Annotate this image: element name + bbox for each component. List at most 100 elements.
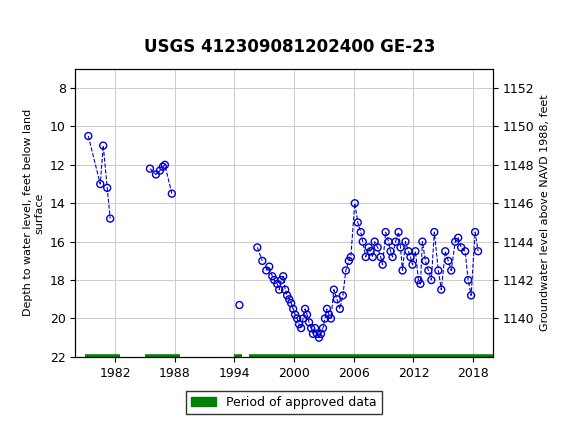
Point xyxy=(281,286,290,293)
Point xyxy=(378,261,387,268)
Point xyxy=(361,254,371,261)
Point xyxy=(103,184,112,191)
Point xyxy=(310,325,320,332)
Point xyxy=(396,244,405,251)
Point xyxy=(106,215,115,222)
Point xyxy=(322,305,332,312)
Point xyxy=(388,254,397,261)
Point xyxy=(368,254,378,261)
Point xyxy=(356,229,365,236)
Point xyxy=(344,258,353,264)
Point xyxy=(158,163,168,170)
Point xyxy=(329,286,339,293)
Point xyxy=(299,315,308,322)
Point xyxy=(370,238,379,245)
Point xyxy=(373,244,382,251)
Point xyxy=(404,248,413,255)
Point xyxy=(381,229,390,236)
Point xyxy=(418,238,427,245)
Point xyxy=(466,292,476,299)
Point xyxy=(353,219,362,226)
Point xyxy=(437,286,446,293)
Point xyxy=(324,311,334,318)
Point xyxy=(366,248,375,255)
Point xyxy=(96,181,105,187)
Point xyxy=(406,254,415,261)
Point xyxy=(424,267,433,274)
Point xyxy=(358,238,367,245)
Point xyxy=(447,267,456,274)
Point xyxy=(394,229,403,236)
Point xyxy=(441,248,450,255)
Point xyxy=(267,273,277,280)
Point xyxy=(292,315,302,322)
Point xyxy=(346,254,356,261)
Legend: Period of approved data: Period of approved data xyxy=(186,391,382,414)
Point xyxy=(253,244,262,251)
Point xyxy=(285,296,294,303)
Point xyxy=(314,334,324,341)
Point xyxy=(401,238,410,245)
Point xyxy=(398,267,407,274)
Point xyxy=(296,325,306,332)
Point xyxy=(151,171,161,178)
Point xyxy=(461,248,470,255)
Point xyxy=(287,300,296,307)
Point xyxy=(258,258,267,264)
Point xyxy=(430,229,439,236)
Point xyxy=(350,200,360,207)
Point xyxy=(434,267,443,274)
Point xyxy=(99,142,108,149)
Point xyxy=(295,321,304,328)
Point xyxy=(300,305,310,312)
Y-axis label: Depth to water level, feet below land
surface: Depth to water level, feet below land su… xyxy=(23,109,44,316)
Point xyxy=(341,267,350,274)
Point xyxy=(306,325,316,332)
Point xyxy=(270,276,279,283)
Text: USGS 412309081202400 GE-23: USGS 412309081202400 GE-23 xyxy=(144,38,436,56)
Point xyxy=(463,276,473,283)
Point xyxy=(414,276,423,283)
Point xyxy=(309,330,318,337)
Point xyxy=(451,238,460,245)
Point xyxy=(160,161,169,168)
Point xyxy=(384,238,393,245)
Point xyxy=(444,258,453,264)
Point xyxy=(262,267,271,274)
Point xyxy=(302,311,311,318)
Point xyxy=(291,311,300,318)
Point xyxy=(386,248,395,255)
Point xyxy=(332,296,342,303)
Point xyxy=(427,276,436,283)
Point xyxy=(264,263,274,270)
Point xyxy=(456,244,466,251)
Point xyxy=(282,292,292,299)
Point xyxy=(278,273,288,280)
Point xyxy=(313,330,322,337)
Point xyxy=(316,330,325,337)
Point xyxy=(235,301,244,308)
Point xyxy=(167,190,176,197)
Point xyxy=(454,234,463,241)
Point xyxy=(304,319,314,326)
Y-axis label: Groundwater level above NAVD 1988, feet: Groundwater level above NAVD 1988, feet xyxy=(540,95,550,331)
Point xyxy=(84,132,93,139)
Point xyxy=(273,280,282,287)
Point xyxy=(277,276,286,283)
Point xyxy=(274,286,284,293)
Point xyxy=(473,248,483,255)
Point xyxy=(391,238,400,245)
Point xyxy=(155,167,165,174)
Point xyxy=(416,280,425,287)
Point xyxy=(320,315,329,322)
Text: ≡USGS: ≡USGS xyxy=(12,16,70,35)
Point xyxy=(408,261,417,268)
Point xyxy=(338,292,347,299)
Point xyxy=(364,244,374,251)
Point xyxy=(420,258,430,264)
Point xyxy=(318,325,328,332)
Point xyxy=(411,248,420,255)
Point xyxy=(470,229,480,236)
Point xyxy=(376,254,385,261)
Point xyxy=(288,305,298,312)
